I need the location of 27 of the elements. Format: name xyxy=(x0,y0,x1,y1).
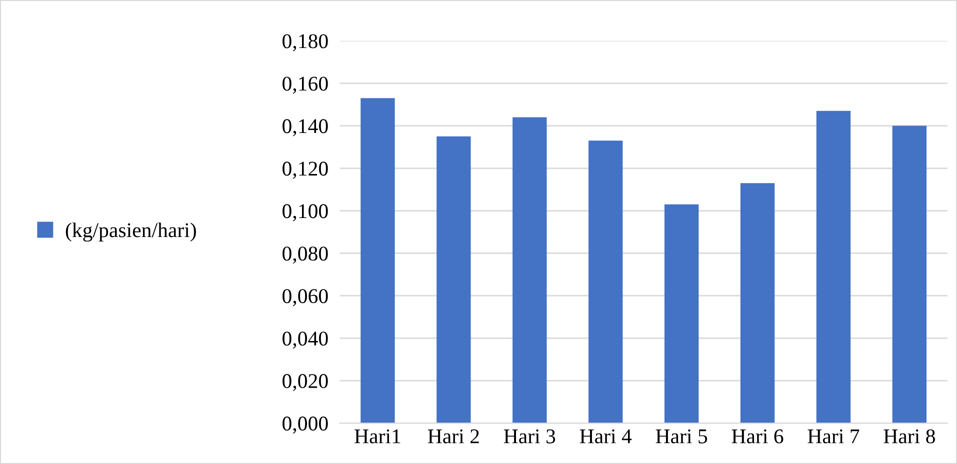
y-tick-label: 0,000 xyxy=(282,416,328,434)
bar xyxy=(664,204,699,424)
legend-label: (kg/pasien/hari) xyxy=(66,222,196,242)
y-tick-label: 0,160 xyxy=(282,76,328,94)
y-tick-label: 0,040 xyxy=(282,332,328,349)
x-tick-label: Hari1 xyxy=(354,429,400,444)
x-tick-label: Hari 8 xyxy=(884,429,935,444)
x-tick-label: Hari 7 xyxy=(808,429,860,444)
y-tick-label: 0,120 xyxy=(282,162,328,179)
x-tick-label: Hari 4 xyxy=(580,429,632,444)
y-tick-label: 0,060 xyxy=(282,289,328,306)
bar xyxy=(512,117,547,424)
x-tick-label: Hari 5 xyxy=(656,429,708,444)
x-tick-label: Hari 2 xyxy=(428,429,479,444)
y-tick-label: 0,180 xyxy=(282,34,328,52)
bar xyxy=(816,110,851,424)
x-tick-label: Hari 3 xyxy=(504,429,556,444)
bar xyxy=(740,183,775,424)
bar xyxy=(436,136,471,424)
y-tick-label: 0,080 xyxy=(282,246,328,264)
y-tick-label: 0,140 xyxy=(282,119,328,136)
bar xyxy=(360,98,395,424)
y-tick-label: 0,020 xyxy=(282,374,328,392)
bar xyxy=(892,126,927,424)
bar xyxy=(588,140,623,424)
y-tick-label: 0,100 xyxy=(282,204,328,222)
x-tick-label: Hari 6 xyxy=(732,429,784,444)
